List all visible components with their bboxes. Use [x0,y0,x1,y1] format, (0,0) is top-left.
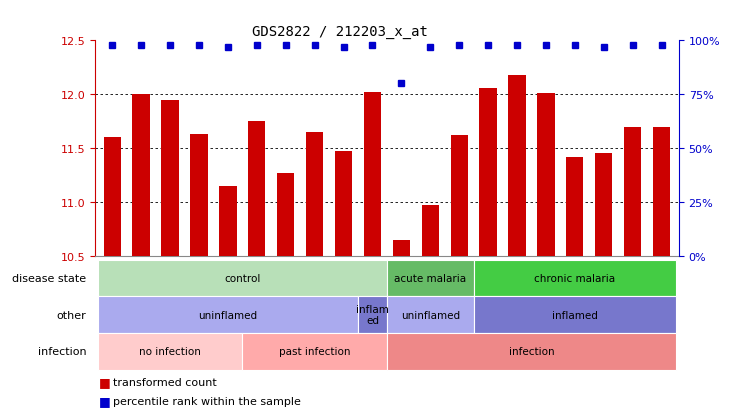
Bar [474,260,676,297]
Bar [248,122,266,256]
Bar [387,260,474,297]
Bar [422,206,439,256]
Bar [537,94,555,256]
Text: inflamed: inflamed [552,310,598,320]
Bar [98,333,242,370]
Title: GDS2822 / 212203_x_at: GDS2822 / 212203_x_at [253,25,428,39]
Bar [387,333,676,370]
Text: infection: infection [38,347,86,356]
Bar [393,240,410,256]
Text: no infection: no infection [139,347,201,356]
Text: uninflamed: uninflamed [199,310,258,320]
Text: acute malaria: acute malaria [394,273,466,283]
Text: chronic malaria: chronic malaria [534,273,615,283]
Bar [508,76,526,256]
Bar [474,297,676,333]
Text: control: control [224,273,261,283]
Bar [98,260,387,297]
Text: ■: ■ [99,394,110,407]
Text: other: other [56,310,86,320]
Text: uninflamed: uninflamed [401,310,460,320]
Bar [242,333,387,370]
Text: percentile rank within the sample: percentile rank within the sample [113,396,301,406]
Text: transformed count: transformed count [113,377,217,387]
Bar [277,173,294,256]
Text: inflam
ed: inflam ed [356,304,389,326]
Bar [132,95,150,256]
Bar [480,88,496,256]
Bar [387,297,474,333]
Bar [335,152,352,256]
Bar [104,138,121,256]
Bar [566,157,583,256]
Bar [98,297,358,333]
Text: disease state: disease state [12,273,86,283]
Bar [191,135,207,256]
Bar [161,100,179,256]
Bar [450,136,468,256]
Bar [364,93,381,256]
Bar [595,154,612,256]
Text: ■: ■ [99,375,110,389]
Bar [358,297,387,333]
Bar [624,127,642,256]
Text: infection: infection [509,347,554,356]
Bar [653,127,670,256]
Bar [219,186,237,256]
Text: past infection: past infection [279,347,350,356]
Bar [306,133,323,256]
